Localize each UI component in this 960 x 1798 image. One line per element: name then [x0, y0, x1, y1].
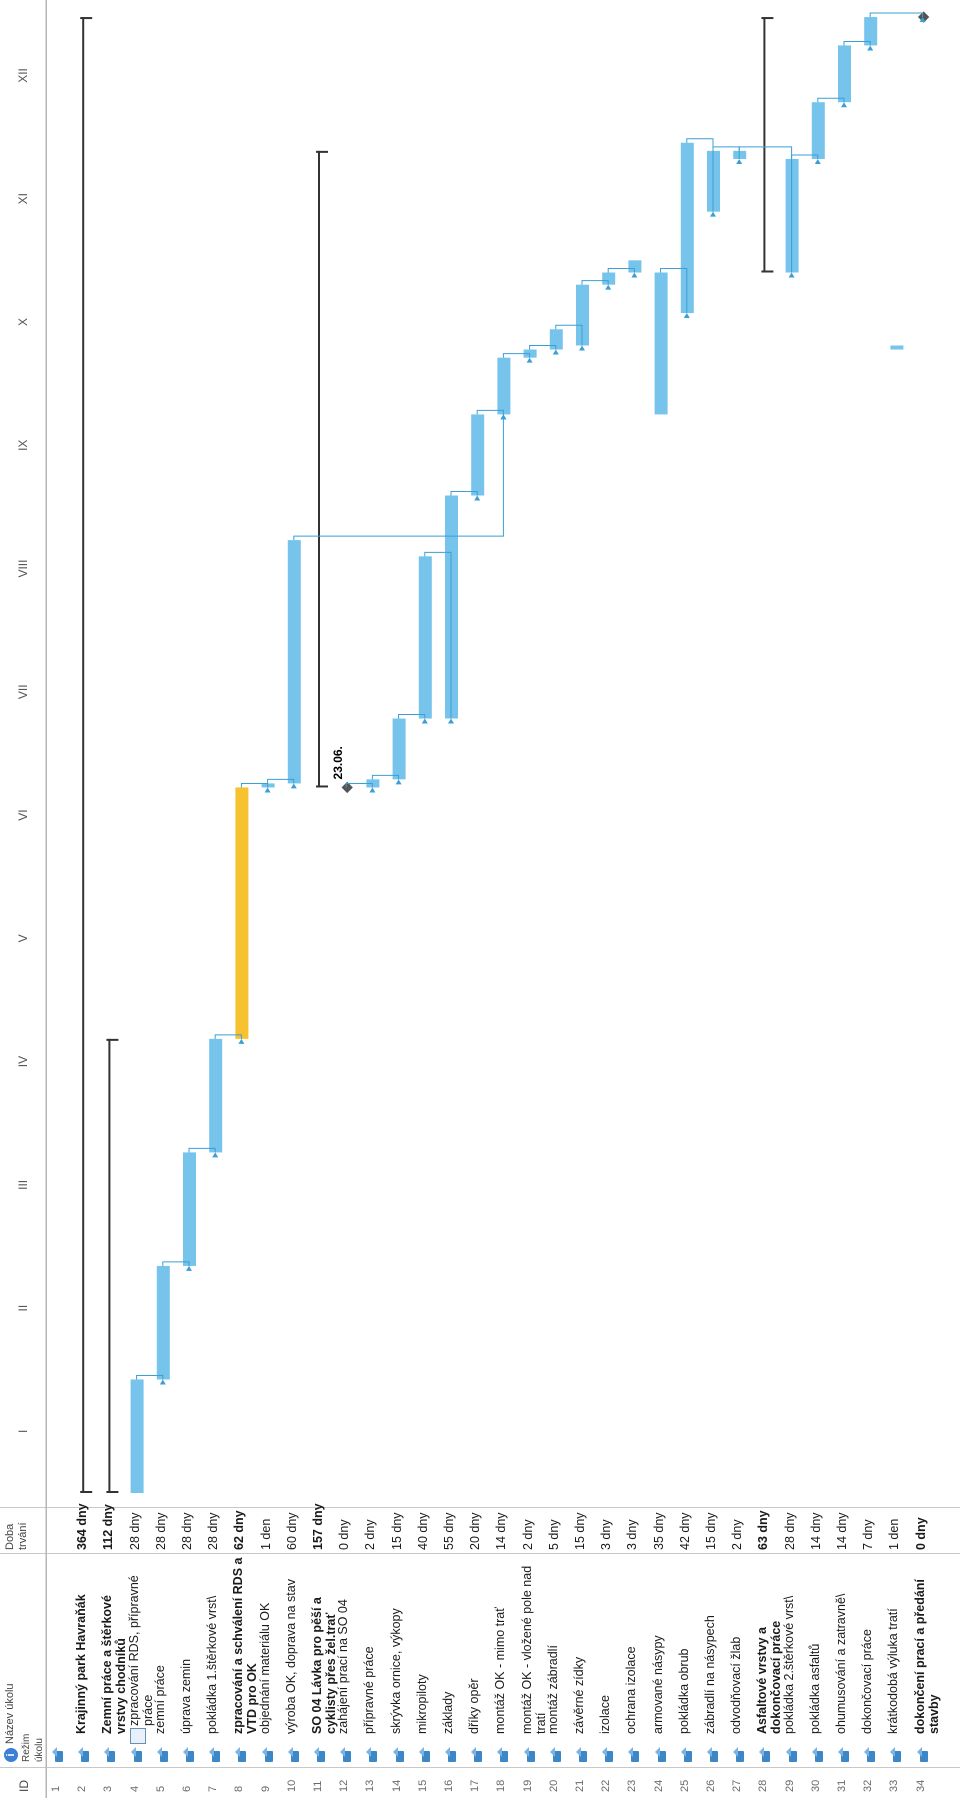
task-bar[interactable] — [549, 329, 563, 350]
dependency-link[interactable] — [817, 97, 845, 103]
dependency-link[interactable] — [136, 1374, 164, 1380]
dependency-link[interactable] — [607, 268, 635, 273]
dependency-arrow[interactable] — [736, 158, 743, 164]
dependency-link[interactable] — [712, 146, 740, 159]
dependency-arrow[interactable] — [788, 272, 795, 278]
dependency-link[interactable] — [869, 12, 924, 18]
summary-bar-start[interactable] — [761, 270, 774, 273]
summary-bar[interactable] — [318, 150, 320, 788]
dependency-arrow[interactable] — [552, 349, 559, 355]
summary-bar-end[interactable] — [761, 17, 774, 20]
task-bar[interactable] — [497, 357, 511, 415]
task-bar[interactable] — [287, 540, 301, 784]
summary-bar-end[interactable] — [80, 17, 93, 20]
dependency-arrow[interactable] — [867, 45, 874, 51]
dependency-link[interactable] — [450, 491, 478, 496]
dependency-arrow[interactable] — [238, 1038, 245, 1044]
dependency-arrow[interactable] — [474, 495, 481, 501]
dependency-arrow[interactable] — [683, 313, 690, 319]
summary-bar[interactable] — [82, 17, 85, 1493]
task-bar[interactable] — [156, 1265, 170, 1380]
dependency-link[interactable] — [188, 1147, 216, 1153]
summary-bar-start[interactable] — [80, 1491, 93, 1493]
task-bar[interactable] — [471, 414, 485, 496]
dependency-link[interactable] — [371, 774, 400, 780]
dependency-arrow[interactable] — [605, 284, 612, 290]
dependency-link[interactable] — [345, 782, 373, 788]
dependency-arrow[interactable] — [395, 779, 402, 785]
summary-bar-end[interactable] — [106, 1038, 119, 1041]
dependency-arrow[interactable] — [500, 414, 507, 420]
milestone-date-label: 23.06. — [331, 746, 345, 779]
task-bar[interactable] — [183, 1152, 196, 1266]
task-bar[interactable] — [602, 272, 616, 285]
dependency-link[interactable] — [398, 714, 426, 719]
dependency-link[interactable] — [267, 778, 295, 784]
dependency-link[interactable] — [555, 324, 583, 346]
summary-bar-end[interactable] — [316, 150, 328, 153]
task-bar[interactable] — [811, 102, 825, 159]
dependency-link[interactable] — [843, 40, 871, 46]
dependency-arrow[interactable] — [579, 345, 585, 351]
dependency-arrow[interactable] — [631, 272, 638, 278]
dependency-arrow[interactable] — [526, 357, 533, 363]
dependency-arrow[interactable] — [919, 17, 926, 23]
dependency-link[interactable] — [791, 154, 819, 159]
dependency-link[interactable] — [240, 782, 269, 788]
task-bar[interactable] — [890, 345, 904, 350]
dependency-link[interactable] — [502, 353, 531, 358]
task-bar[interactable] — [209, 1038, 223, 1153]
dependency-arrow[interactable] — [369, 787, 376, 793]
task-bar[interactable] — [654, 272, 668, 415]
dependency-arrow[interactable] — [710, 211, 716, 217]
dependency-arrow[interactable] — [448, 718, 454, 724]
dependency-link[interactable] — [581, 280, 609, 285]
summary-bar-start[interactable] — [316, 785, 328, 788]
summary-bar-start[interactable] — [106, 1491, 119, 1493]
dependency-arrow[interactable] — [186, 1265, 192, 1271]
dependency-link[interactable] — [476, 409, 504, 415]
dependency-arrow[interactable] — [290, 783, 297, 789]
dependency-link[interactable] — [529, 345, 557, 350]
dependency-link[interactable] — [293, 414, 504, 541]
dependency-arrow[interactable] — [421, 718, 428, 724]
summary-bar[interactable] — [763, 17, 766, 273]
dependency-arrow[interactable] — [814, 158, 821, 164]
dependency-link[interactable] — [686, 138, 714, 212]
task-bar[interactable] — [838, 45, 851, 103]
dependency-link[interactable] — [162, 1261, 190, 1266]
task-bar[interactable] — [864, 17, 878, 46]
dependency-link[interactable] — [738, 146, 793, 273]
dependency-arrow[interactable] — [159, 1379, 166, 1385]
dependency-link[interactable] — [424, 551, 452, 719]
critical-task-bar[interactable] — [235, 787, 249, 1039]
task-bar[interactable] — [628, 260, 642, 273]
task-bar[interactable] — [392, 718, 406, 780]
task-bar[interactable] — [130, 1379, 144, 1493]
task-bar[interactable] — [418, 556, 432, 719]
dependency-link[interactable] — [660, 268, 688, 314]
summary-bar[interactable] — [108, 1038, 111, 1493]
dependency-arrow[interactable] — [212, 1152, 219, 1158]
dependency-arrow[interactable] — [841, 102, 847, 108]
task-bar[interactable] — [576, 284, 589, 346]
task-bar[interactable] — [680, 142, 694, 314]
dependency-link[interactable] — [214, 1034, 242, 1039]
dependency-arrow[interactable] — [264, 787, 271, 793]
milestone-marker[interactable] — [917, 11, 930, 23]
